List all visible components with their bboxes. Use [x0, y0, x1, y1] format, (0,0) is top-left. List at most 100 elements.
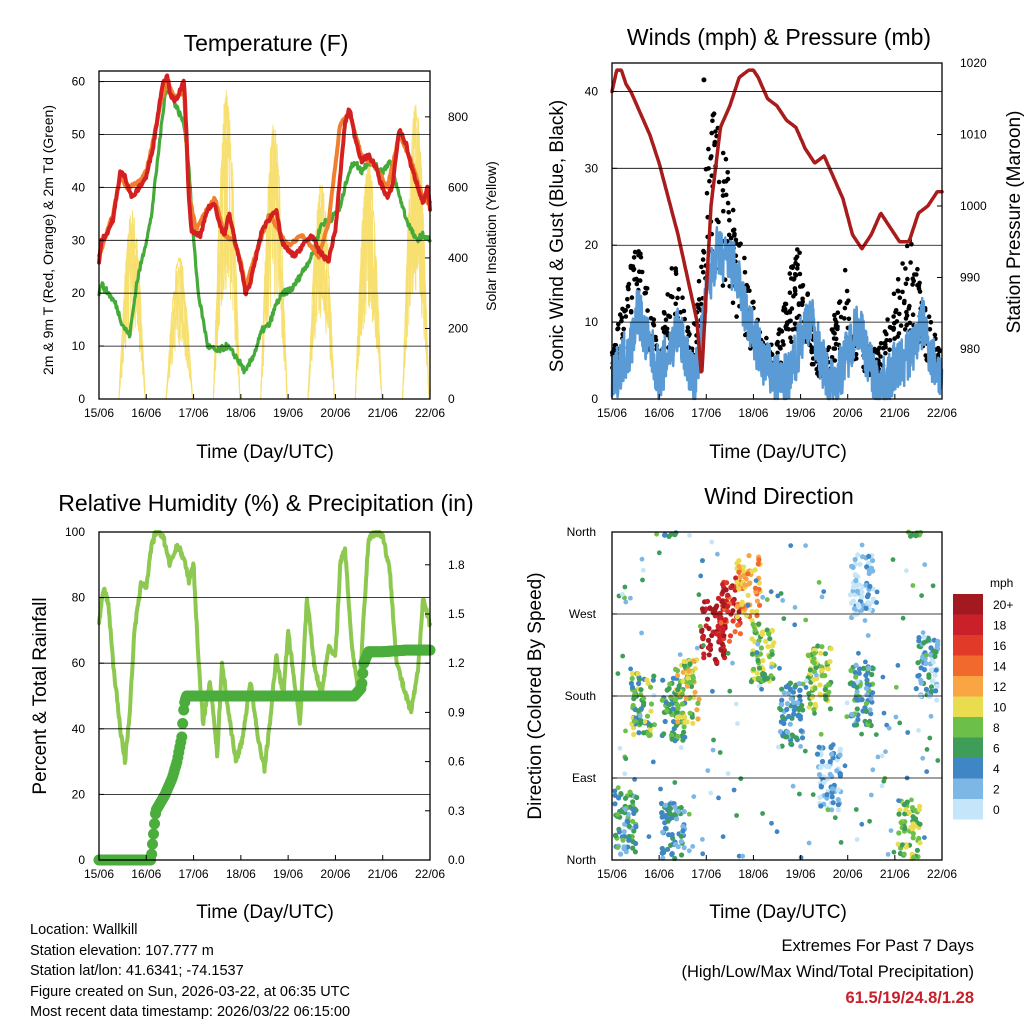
direction-point [879, 783, 885, 789]
direction-point [667, 811, 673, 817]
latlon-text: Station lat/lon: 41.6341; -74.1537 [30, 963, 244, 979]
direction-point [895, 841, 901, 847]
direction-point [629, 675, 635, 682]
direction-point [901, 802, 907, 808]
direction-point [903, 844, 909, 850]
gust-point [727, 217, 732, 223]
gust-point [844, 288, 850, 294]
direction-point [667, 681, 673, 687]
direction-point [727, 633, 734, 639]
direction-point [852, 669, 858, 676]
direction-point [819, 758, 826, 765]
x-tick-label: 18/06 [226, 406, 256, 420]
direction-point [798, 728, 804, 734]
direction-point [818, 803, 824, 809]
x-tick-label: 17/06 [691, 406, 721, 420]
direction-point [784, 729, 791, 735]
colorbar-swatch [953, 696, 983, 717]
gust-point [903, 281, 909, 287]
direction-point [741, 573, 747, 579]
direction-point [902, 811, 908, 817]
direction-point [620, 653, 626, 659]
direction-point [924, 769, 930, 774]
direction-point [842, 763, 848, 769]
direction-point [717, 750, 723, 755]
gust-point [784, 323, 789, 328]
colorbar-label: 14 [993, 660, 1007, 674]
direction-point [810, 792, 816, 797]
gust-point-max [701, 77, 707, 83]
direction-point [716, 633, 722, 639]
y2-tick-label: 600 [448, 180, 468, 194]
direction-point [834, 768, 840, 774]
direction-point [694, 707, 700, 713]
gust-point [846, 316, 852, 322]
direction-point [922, 835, 927, 840]
direction-point [738, 776, 744, 782]
direction-point [893, 714, 899, 720]
direction-point [792, 622, 798, 628]
gust-point [730, 228, 736, 233]
direction-point [675, 733, 681, 739]
direction-point [879, 753, 885, 759]
direction-point [776, 744, 781, 750]
gust-point [629, 295, 635, 300]
direction-point [849, 711, 855, 718]
direction-point [650, 759, 656, 765]
gust-point [927, 327, 933, 332]
direction-point [739, 601, 745, 607]
x-tick-label: 17/06 [691, 867, 721, 881]
direction-point [648, 684, 654, 690]
direction-point [774, 829, 780, 835]
gust-point [878, 341, 884, 346]
direction-point [787, 680, 794, 686]
y2-tick-label: 990 [960, 270, 980, 284]
direction-point [630, 806, 636, 812]
gust-point [721, 208, 726, 214]
direction-point [751, 666, 757, 672]
direction-point [622, 795, 629, 801]
gust-point [637, 269, 642, 275]
direction-point [850, 588, 856, 594]
y-tick-label: South [565, 689, 596, 703]
gust-point [846, 298, 851, 304]
direction-point [918, 677, 924, 683]
direction-point [754, 598, 761, 604]
pressure-series [610, 68, 944, 374]
direction-point [816, 772, 823, 778]
direction-point [735, 721, 740, 726]
direction-xlabel: Time (Day/UTC) [709, 902, 847, 923]
gust-point [797, 271, 803, 277]
direction-point [630, 702, 636, 709]
direction-point [835, 807, 841, 813]
winds-frame [611, 62, 943, 400]
direction-point [690, 720, 696, 726]
direction-point [827, 771, 833, 778]
direction-point [664, 708, 670, 714]
direction-point [818, 650, 824, 656]
direction-point [623, 728, 628, 734]
gust-point [787, 290, 793, 296]
direction-point [779, 743, 785, 749]
x-tick-label: 15/06 [84, 406, 114, 420]
direction-point [932, 672, 938, 678]
gust-point [875, 351, 881, 356]
direction-point [829, 807, 835, 813]
direction-point [927, 735, 933, 741]
gust-point [643, 290, 649, 296]
direction-point [734, 813, 739, 818]
gust-point [790, 327, 795, 332]
colorbar-unit: mph [990, 576, 1013, 590]
direction-point [630, 799, 636, 805]
y-tick-label: 40 [72, 722, 86, 736]
direction-point [724, 580, 730, 586]
x-tick-label: 20/06 [833, 867, 863, 881]
solar-peak [118, 210, 146, 400]
gust-point [805, 292, 810, 298]
direction-point [923, 660, 929, 667]
direction-points [612, 529, 941, 862]
direction-point [787, 721, 793, 727]
gust-point [829, 355, 835, 360]
gust-point [793, 291, 798, 297]
direction-point [675, 672, 681, 679]
